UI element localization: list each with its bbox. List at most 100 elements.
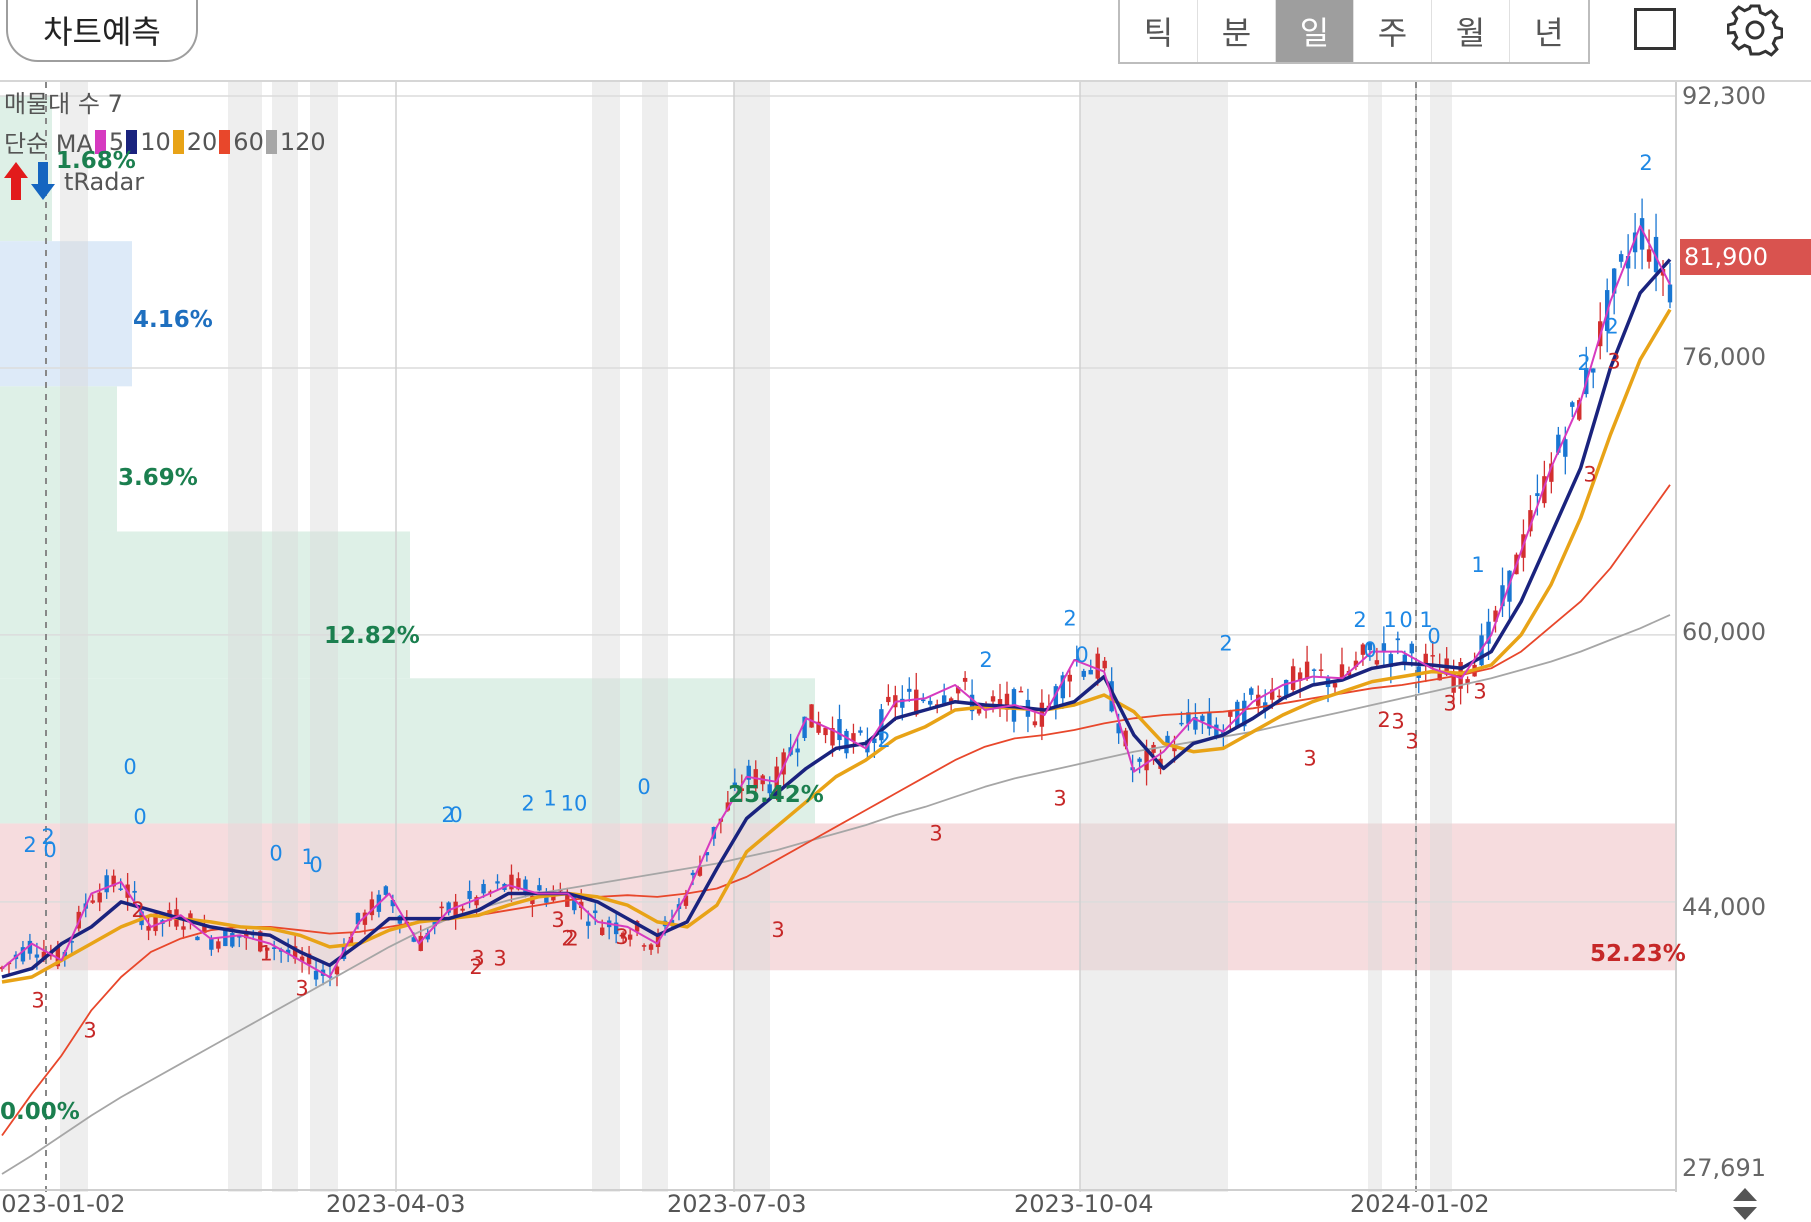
shaded-zone: [1368, 82, 1382, 1192]
candle-body: [627, 934, 633, 940]
candle-body: [816, 721, 821, 733]
shaded-zone: [310, 82, 338, 1192]
candle-body: [104, 875, 109, 893]
candle-body: [1269, 689, 1275, 700]
candle-body: [481, 884, 486, 894]
candle-body: [1374, 660, 1380, 665]
date-tick-5: 2024-01-02: [1350, 1190, 1490, 1218]
candle-body: [1353, 660, 1359, 667]
wave-annotation: 0: [1427, 625, 1440, 649]
candle-body: [1409, 643, 1414, 654]
ma5-label: 5: [108, 127, 125, 156]
candle-body: [1667, 284, 1673, 303]
candle-body: [334, 966, 340, 975]
tab-week[interactable]: 주: [1354, 0, 1432, 62]
candle-body: [446, 902, 451, 913]
candle-body: [1095, 653, 1100, 679]
candle-body: [439, 906, 444, 909]
price-tick-4: 44,000: [1682, 893, 1766, 921]
resize-handle-icon[interactable]: [1727, 1186, 1763, 1222]
candle-body: [844, 730, 849, 754]
tab-year[interactable]: 년: [1534, 14, 1564, 52]
ma120-label: 120: [279, 127, 326, 156]
radar-percent: 1.68%: [56, 148, 136, 174]
candle-body: [90, 900, 95, 903]
tab-month[interactable]: 월: [1432, 0, 1510, 62]
vp-pct-6: 52.23%: [1590, 941, 1686, 967]
candle-body: [921, 699, 926, 702]
shaded-zone: [592, 82, 620, 1192]
candle-body: [383, 886, 389, 895]
wave-annotation: 3: [1443, 691, 1456, 715]
candle-body: [648, 944, 654, 950]
wave-annotation: 1: [259, 942, 272, 966]
wave-annotation: 3: [929, 821, 942, 845]
wave-annotation: 3: [1303, 746, 1316, 770]
candle-body: [20, 947, 26, 962]
candle-body: [1060, 675, 1066, 699]
candle-body: [509, 874, 514, 890]
date-tick-3: 2023-07-03: [667, 1190, 807, 1218]
candle-body: [1639, 218, 1645, 250]
candle-body: [697, 866, 703, 876]
candle-body: [1437, 670, 1442, 681]
wave-annotation: 0: [309, 853, 322, 877]
square-icon[interactable]: [1634, 8, 1676, 50]
candle-body: [1395, 638, 1401, 641]
candle-body: [1451, 672, 1456, 693]
wave-annotation: 3: [295, 977, 308, 1001]
wave-annotation: 1: [301, 845, 314, 869]
candle-body: [641, 945, 647, 947]
candle-body: [739, 788, 744, 791]
candle-body: [669, 919, 675, 926]
gear-icon[interactable]: [1727, 2, 1783, 58]
candle-body: [1242, 700, 1247, 727]
header-divider: [0, 80, 1811, 82]
date-tick-1: 2023-01-02: [0, 1190, 126, 1218]
price-tick-2: 76,000: [1682, 343, 1766, 371]
candle-body: [285, 949, 291, 954]
tab-tick[interactable]: 틱: [1120, 0, 1198, 62]
candle-body: [132, 890, 137, 893]
candle-body: [781, 752, 786, 775]
candle-body: [1577, 400, 1582, 420]
candle-body: [1081, 670, 1086, 677]
candle-body: [1228, 710, 1233, 717]
candle-body: [1618, 254, 1624, 262]
radar-arrows-icon: [4, 162, 55, 200]
candle-body: [823, 727, 828, 736]
ma120-swatch: [265, 129, 277, 154]
ma120-line: [1, 614, 1671, 1175]
candle-body: [495, 881, 500, 884]
shaded-zone: [60, 82, 88, 1192]
period-tabs: 틱 분 일 주 월 년: [1118, 0, 1590, 64]
chart-predict-button[interactable]: 차트예측: [6, 0, 198, 62]
candle-body: [990, 696, 996, 702]
wave-annotation: 3: [83, 1018, 96, 1042]
vp-pct-2: 4.16%: [133, 307, 213, 333]
candle-body: [900, 698, 905, 708]
candle-body: [1653, 236, 1659, 273]
candle-body: [418, 935, 423, 951]
wave-annotation: 0: [133, 805, 146, 829]
candle-body: [809, 704, 814, 728]
candle-body: [1381, 643, 1387, 652]
wave-annotation: 3: [493, 947, 506, 971]
candle-body: [1032, 721, 1038, 726]
candle-body: [1283, 679, 1289, 697]
candle-body: [962, 677, 968, 682]
candle-body: [195, 936, 200, 941]
candle-body: [1360, 644, 1366, 655]
wave-annotation: 2: [1377, 708, 1390, 732]
candle-body: [767, 784, 772, 794]
candle-body: [97, 892, 102, 903]
candle-body: [886, 696, 891, 703]
volume-profile-band: [0, 823, 1676, 971]
candle-body: [153, 913, 158, 932]
candle-body: [355, 912, 361, 925]
candle-body: [613, 922, 619, 935]
candle-body: [1611, 268, 1617, 294]
tab-day[interactable]: 일: [1276, 0, 1354, 62]
tab-minute[interactable]: 분: [1198, 0, 1276, 62]
